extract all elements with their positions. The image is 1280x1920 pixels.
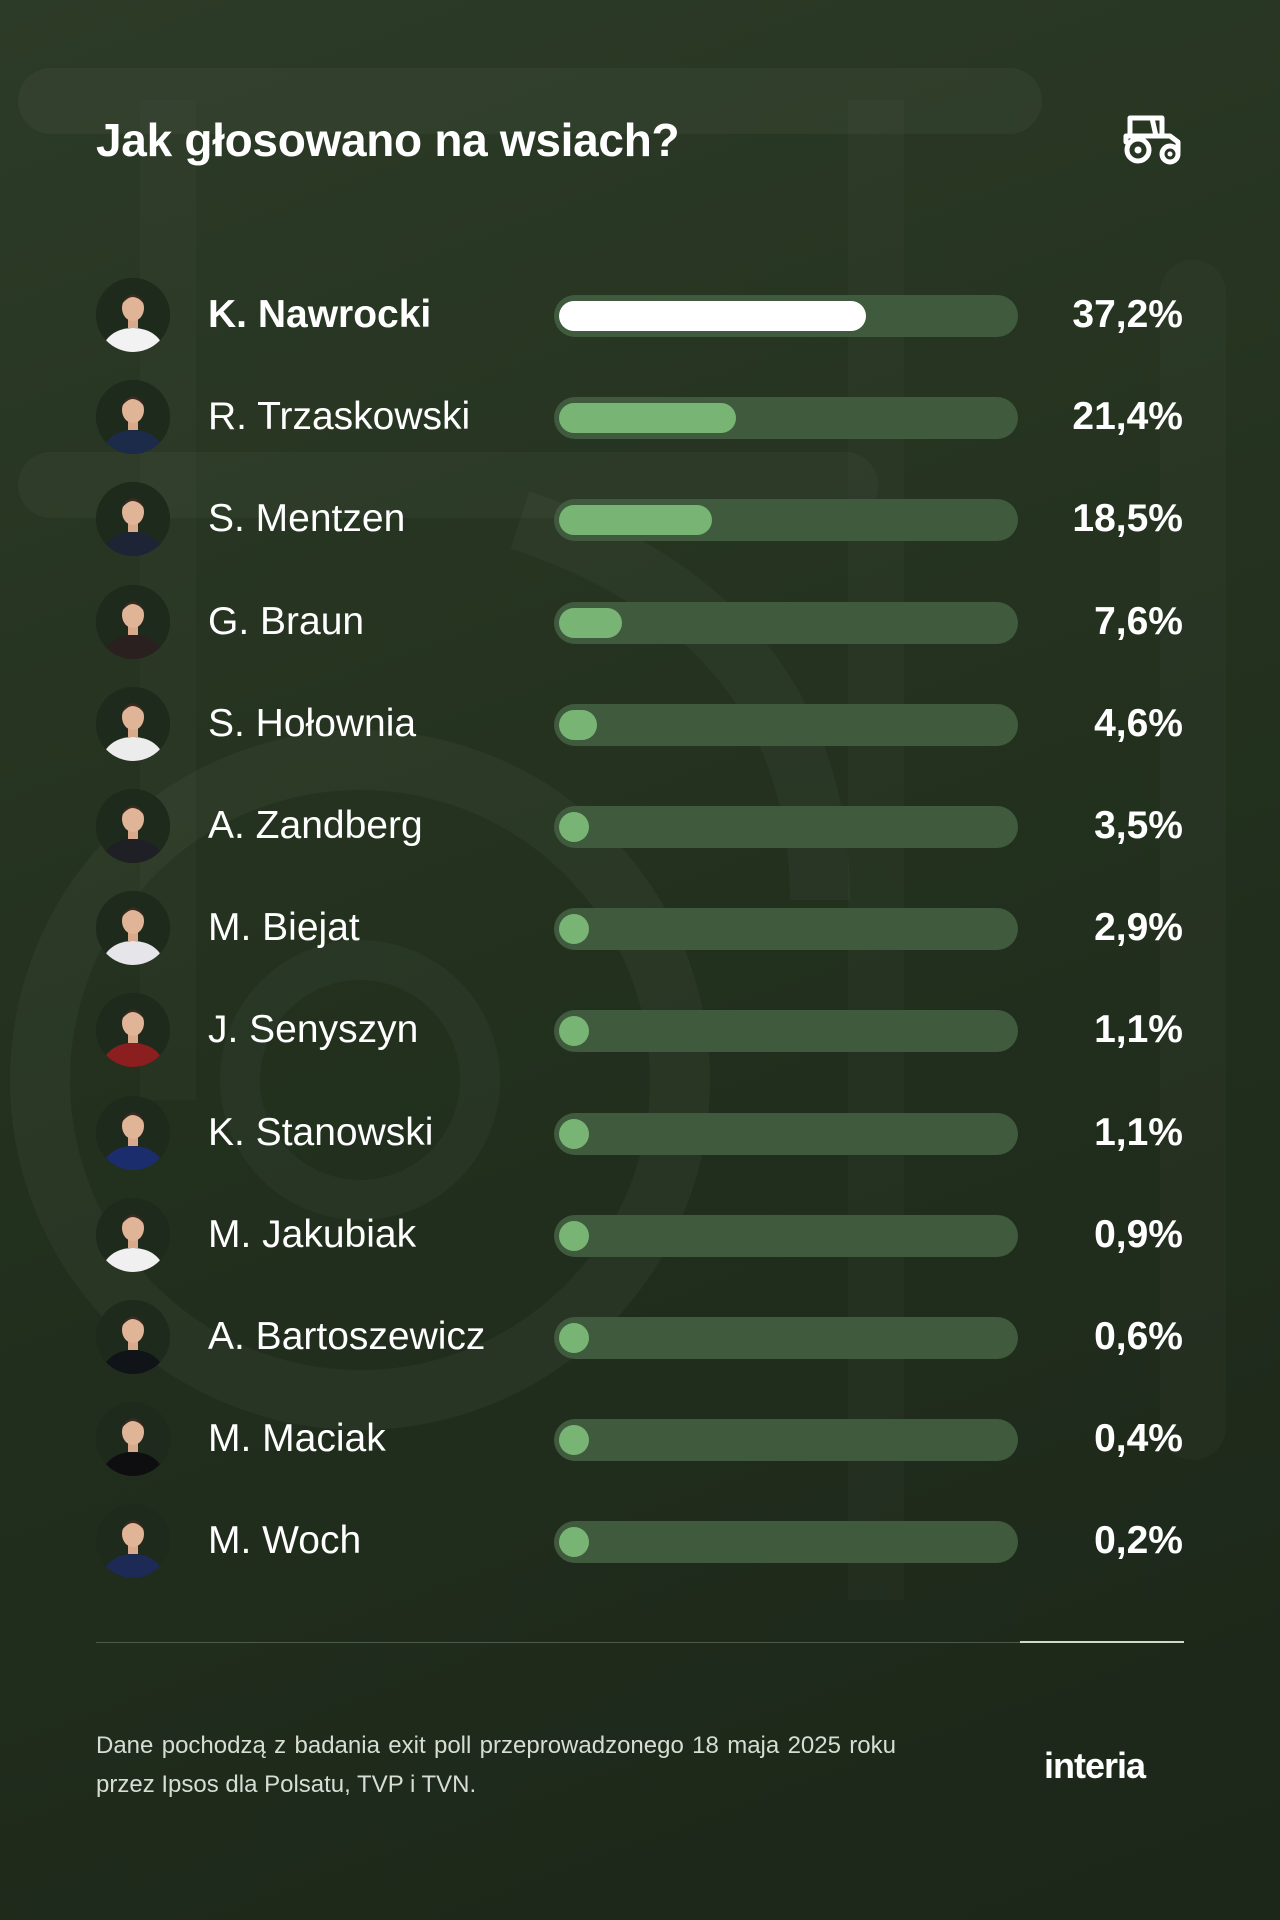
bar-track	[554, 397, 1018, 440]
bar-track	[554, 1317, 1018, 1359]
page-title: Jak głosowano na wsiach?	[96, 114, 680, 166]
divider-accent	[1020, 1641, 1184, 1643]
tractor-icon	[1123, 115, 1181, 165]
candidate-name: R. Trzaskowski	[208, 395, 471, 439]
value-label: 7,6%	[1094, 599, 1183, 643]
bar	[559, 709, 597, 740]
bar	[559, 607, 622, 638]
bar	[559, 1527, 589, 1558]
chart-row: M. Woch 0,2%	[0, 1499, 1280, 1583]
value-label: 0,6%	[1094, 1315, 1183, 1358]
chart-row: K. Stanowski 1,1%	[0, 1091, 1280, 1175]
avatar	[96, 1197, 170, 1272]
chart-row: M. Biejat 2,9%	[0, 886, 1280, 970]
bar-track	[554, 601, 1018, 644]
candidate-name: K. Stanowski	[208, 1110, 434, 1154]
avatar	[96, 278, 170, 352]
value-label: 37,2%	[1072, 293, 1183, 336]
bar-track	[554, 703, 1018, 746]
bar-track	[554, 1214, 1018, 1257]
bar	[559, 1016, 589, 1047]
avatar	[96, 1095, 170, 1170]
bar-track	[554, 1419, 1018, 1462]
value-label: 1,1%	[1094, 1110, 1183, 1154]
bar	[559, 1323, 589, 1353]
candidate-name: M. Woch	[208, 1519, 362, 1563]
value-label: 0,9%	[1094, 1212, 1183, 1256]
chart-row: S. Hołownia 4,6%	[0, 682, 1280, 766]
bar-chart: K. Nawrocki 37,2% R. Trzaskowski 21,4% S. Me…	[0, 273, 1280, 1583]
chart-row: M. Jakubiak 0,9%	[0, 1193, 1280, 1277]
chart-row: J. Senyszyn 1,1%	[0, 988, 1280, 1072]
bar	[559, 914, 589, 945]
bar	[559, 1425, 589, 1456]
avatar	[96, 482, 170, 557]
avatar	[96, 1402, 170, 1477]
bar-track	[554, 499, 1018, 542]
chart-row: G. Braun 7,6%	[0, 580, 1280, 664]
candidate-name: J. Senyszyn	[208, 1008, 419, 1052]
bar	[559, 301, 867, 331]
chart-row: S. Mentzen 18,5%	[0, 477, 1280, 561]
value-label: 18,5%	[1072, 497, 1183, 541]
value-label: 2,9%	[1094, 906, 1183, 950]
avatar	[96, 789, 170, 863]
value-label: 3,5%	[1094, 804, 1183, 847]
avatar	[96, 380, 170, 455]
bar-track	[554, 1521, 1018, 1564]
bar-track	[554, 806, 1018, 848]
avatar	[96, 993, 170, 1068]
value-label: 0,2%	[1094, 1519, 1183, 1563]
candidate-name: K. Nawrocki	[208, 293, 432, 336]
avatar	[96, 584, 170, 659]
value-label: 0,4%	[1094, 1417, 1183, 1461]
bar	[559, 403, 736, 434]
chart-row: R. Trzaskowski 21,4%	[0, 375, 1280, 459]
bar-track	[554, 295, 1018, 337]
avatar	[96, 686, 170, 761]
interia-logo: interia	[1044, 1745, 1146, 1786]
bar-track	[554, 1112, 1018, 1155]
candidate-name: M. Maciak	[208, 1417, 386, 1461]
candidate-name: S. Hołownia	[208, 701, 417, 745]
bar	[559, 812, 589, 842]
source-note: Dane pochodzą z badania exit poll przepr…	[96, 1732, 896, 1798]
divider	[96, 1642, 1020, 1643]
bar-track	[554, 1010, 1018, 1053]
bar	[559, 1220, 589, 1251]
avatar	[96, 891, 170, 966]
bar	[559, 505, 712, 536]
avatar	[96, 1504, 170, 1579]
value-label: 21,4%	[1072, 395, 1183, 439]
bar-track	[554, 908, 1018, 951]
avatar	[96, 1300, 170, 1374]
candidate-name: A. Bartoszewicz	[208, 1315, 486, 1358]
value-label: 1,1%	[1094, 1008, 1183, 1052]
chart-row: K. Nawrocki 37,2%	[0, 273, 1280, 357]
candidate-name: M. Biejat	[208, 906, 360, 950]
chart-row: M. Maciak 0,4%	[0, 1397, 1280, 1481]
candidate-name: M. Jakubiak	[208, 1212, 417, 1256]
bar	[559, 1118, 589, 1149]
chart-row: A. Zandberg 3,5%	[0, 784, 1280, 868]
chart-row: A. Bartoszewicz 0,6%	[0, 1295, 1280, 1379]
value-label: 4,6%	[1094, 701, 1183, 745]
candidate-name: G. Braun	[208, 599, 365, 643]
candidate-name: A. Zandberg	[208, 804, 423, 847]
candidate-name: S. Mentzen	[208, 497, 406, 541]
